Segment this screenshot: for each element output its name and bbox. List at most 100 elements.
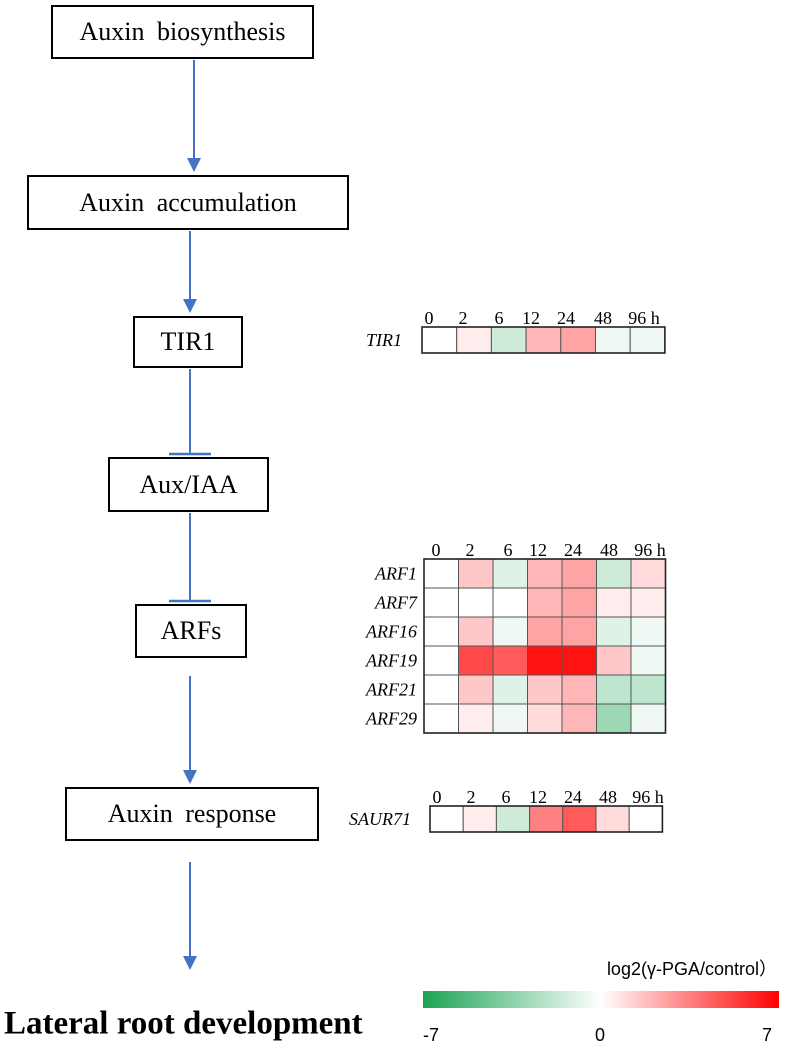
heatmap-cell [458, 674, 494, 705]
color-scale-tick: 7 [762, 1025, 772, 1045]
heatmap-cell [458, 645, 494, 676]
step-aux-iaa: Aux/IAA [108, 457, 269, 512]
step-auxin-accumulation: Auxin accumulation [27, 175, 349, 230]
step-tir1: TIR1 [133, 316, 243, 368]
activation-arrow-6 [183, 862, 197, 970]
heatmap-cell [458, 558, 494, 589]
heatmap-cell [630, 645, 666, 676]
time-label: 12 [522, 308, 540, 328]
heatmap-cell [423, 645, 459, 676]
heatmap-cell [492, 674, 528, 705]
heatmap-cell [423, 587, 459, 618]
step-auxin-biosynthesis: Auxin biosynthesis [51, 5, 314, 59]
gene-label: ARF29 [365, 709, 417, 729]
heatmap-cell [562, 805, 597, 833]
time-label: 0 [433, 787, 442, 807]
heatmap-cell [630, 703, 666, 734]
heatmap-cell [630, 558, 666, 589]
heatmap-cell [458, 703, 494, 734]
gene-label: ARF19 [365, 651, 417, 671]
time-label: 12 [529, 787, 547, 807]
color-scale-label: log2(γ-PGA/control） [607, 959, 777, 979]
gene-label: ARF16 [365, 622, 417, 642]
heatmap-cell [527, 674, 563, 705]
time-label: 6 [502, 787, 511, 807]
color-scale-legend: log2(γ-PGA/control） -7 0 7 [423, 959, 779, 1045]
time-label: 96 h [632, 787, 664, 807]
heatmap-cell [525, 326, 562, 354]
time-label: 96 h [628, 308, 660, 328]
heatmap-cell [527, 703, 563, 734]
gene-label: ARF7 [374, 593, 418, 613]
time-label: 12 [529, 540, 547, 560]
heatmap-cell [495, 805, 531, 833]
heatmap-cell [529, 805, 564, 833]
heatmap-cell [492, 616, 528, 647]
heatmap-border [421, 326, 666, 354]
step-auxin-response: Auxin response [65, 787, 319, 841]
inhibition-connector-3 [169, 369, 211, 456]
time-label: 6 [504, 540, 513, 560]
heatmap-cell [527, 616, 563, 647]
heatmap-saur71: 0 2 6 12 24 48 96 h SAUR71 [349, 787, 664, 833]
color-scale-bar [423, 991, 779, 1008]
heatmap-arfs: 0 2 6 12 24 48 96 h ARF1 ARF7 ARF16 ARF19 ARF21 ARF2… [365, 540, 667, 734]
gene-label: TIR1 [366, 330, 402, 350]
time-label: 24 [564, 540, 582, 560]
color-scale-tick: -7 [423, 1025, 439, 1045]
inhibition-connector-4 [169, 513, 211, 603]
heatmap-cell [527, 645, 563, 676]
step-arfs: ARFs [135, 604, 247, 658]
heatmap-cell [595, 326, 631, 354]
activation-arrow-5 [183, 676, 197, 784]
time-label: 24 [564, 787, 582, 807]
heatmap-cell [492, 558, 528, 589]
time-label: 0 [432, 540, 441, 560]
heatmap-cell [629, 326, 666, 354]
heatmap-cell [560, 326, 596, 354]
heatmap-cell [490, 326, 527, 354]
heatmap-cell [561, 645, 597, 676]
time-label: 0 [425, 308, 434, 328]
activation-arrow-2 [183, 231, 197, 313]
heatmap-cell [596, 703, 632, 734]
time-label: 2 [466, 540, 475, 560]
heatmap-border [429, 805, 664, 833]
heatmap-cell [421, 326, 458, 354]
heatmap-cell [561, 587, 597, 618]
heatmap-cell [595, 805, 630, 833]
heatmap-cell [527, 558, 563, 589]
gene-label: ARF1 [374, 564, 417, 584]
expression-heatmaps: 0 2 6 12 24 48 96 h TIR1 0 2 6 12 24 48 96 h ARF1 ARF7 AR… [349, 308, 667, 833]
heatmap-cell [561, 703, 597, 734]
heatmap-cell [423, 703, 459, 734]
heatmap-cell [423, 616, 459, 647]
time-label: 2 [467, 787, 476, 807]
heatmap-cell [561, 674, 597, 705]
heatmap-cell [630, 587, 666, 618]
heatmap-cell [423, 674, 459, 705]
heatmap-cell [630, 674, 666, 705]
heatmap-cell [492, 587, 528, 618]
heatmap-cell [596, 645, 632, 676]
time-label: 24 [557, 308, 575, 328]
heatmap-cell [527, 587, 563, 618]
color-scale-tick: 0 [595, 1025, 605, 1045]
activation-arrow-1 [187, 60, 201, 172]
heatmap-cell [596, 587, 632, 618]
heatmap-cell [423, 558, 459, 589]
pathway-connectors [169, 60, 211, 970]
time-label: 48 [600, 540, 618, 560]
gene-label: ARF21 [365, 680, 417, 700]
lateral-root-development-label: Lateral root development [4, 1005, 363, 1042]
time-label: 2 [459, 308, 468, 328]
time-label: 48 [599, 787, 617, 807]
time-label: 48 [594, 308, 612, 328]
time-label: 6 [495, 308, 504, 328]
heatmap-cell [596, 674, 632, 705]
heatmap-cell [462, 805, 497, 833]
heatmap-cell [561, 616, 597, 647]
heatmap-cell [458, 616, 494, 647]
